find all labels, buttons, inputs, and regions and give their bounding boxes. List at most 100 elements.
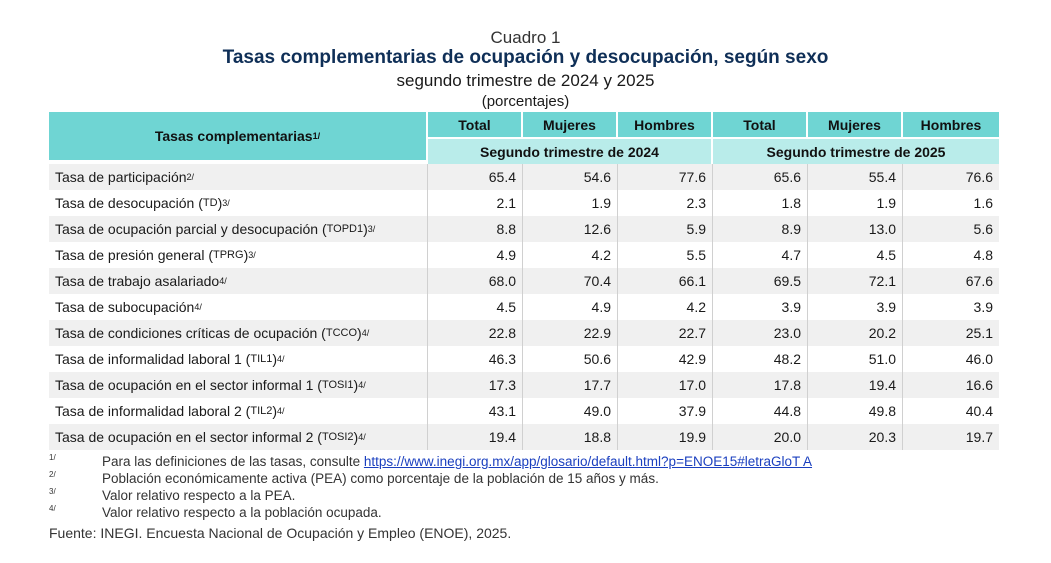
period-header-2025: Segundo trimestre de 2025 [713,139,999,164]
glossary-link[interactable]: https://www.inegi.org.mx/app/glosario/de… [363,454,813,469]
source-note: Fuente: INEGI. Encuesta Nacional de Ocup… [49,525,512,541]
value-cell: 4.2 [523,242,618,268]
col-header-hombres-2025: Hombres [903,112,999,137]
footnote-text: Población económicamente activa (PEA) co… [102,471,659,486]
row-label-abbr: TOSI2 [321,431,354,443]
value-cell: 17.3 [428,372,523,398]
footnote-text-wrap: Para las definiciones de las tasas, cons… [102,453,812,470]
table-row: Tasa de ocupación en el sector informal … [49,424,999,450]
row-label: Tasa de informalidad laboral 2 (TIL2) 4/ [49,398,428,424]
row-label-abbr: TOSI1 [321,379,354,391]
value-cell: 5.5 [618,242,713,268]
value-cell: 4.5 [428,294,523,320]
value-cell: 16.6 [965,377,993,393]
value-cell: 66.1 [618,268,713,294]
value-cell: 4.2 [618,294,713,320]
col-header-mujeres-2024: Mujeres [523,112,618,137]
value-cell: 2.1 [428,190,523,216]
value-cell: 5.6 [973,221,993,237]
value-cell: 18.8 [523,424,618,450]
value-cell: 46.0 [965,351,993,367]
value-cell: 4.9 [428,242,523,268]
value-cell: 4.7 [713,242,808,268]
row-label-text: Tasa de presión general [55,247,205,263]
value-cell: 17.8 [713,372,808,398]
value-cell: 3.9 [713,294,808,320]
row-label: Tasa de desocupación (TD) 3/ [49,190,428,216]
row-label: Tasa de trabajo asalariado 4/ [49,268,428,294]
table-title: Tasas complementarias de ocupación y des… [222,47,829,68]
table-row: Tasa de trabajo asalariado 4/68.0 70.4 66.1… [49,268,999,294]
row-label-abbr: TIL2 [250,405,273,417]
footnote-ref: 4/ [49,504,56,513]
value-cell: 5.9 [618,216,713,242]
value-cell: 55.4 [808,164,903,190]
value-cell: 20.2 [808,320,903,346]
period-header-row: Segundo trimestre de 2024 Segundo trimes… [428,139,999,164]
value-cell: 25.1 [965,325,993,341]
value-cell: 19.9 [618,424,713,450]
value-cell: 17.7 [523,372,618,398]
value-cell: 19.4 [428,424,523,450]
value-cell: 51.0 [808,346,903,372]
value-cell: 77.6 [618,164,713,190]
table-row: Tasa de ocupación en el sector informal … [49,372,999,398]
row-label: Tasa de ocupación en el sector informal … [49,372,428,398]
value-cell: 4.5 [808,242,903,268]
value-cell: 3.9 [808,294,903,320]
table-number: Cuadro 1 [490,28,561,47]
value-cell: 1.8 [713,190,808,216]
value-cell: 1.6 [973,195,993,211]
value-cell: 12.6 [523,216,618,242]
row-label: Tasa de subocupación 4/ [49,294,428,320]
table-row: Tasa de participación 2/65.4 54.6 77.6 65.6 5… [49,164,999,190]
value-cell: 72.1 [808,268,903,294]
row-label-abbr: TPRG [213,249,244,261]
value-cell: 76.6 [965,169,993,185]
value-cell: 4.8 [973,247,993,263]
row-label-text: Tasa de condiciones críticas de ocupació… [55,325,318,341]
row-label-abbr: TOPD1 [326,223,364,235]
table-row: Tasa de informalidad laboral 1 (TIL1) 4/4… [49,346,999,372]
footnote-ref: 2/ [49,470,56,479]
row-label-abbr: TCCO [325,327,358,339]
column-header-row: Total Mujeres Hombres Total Mujeres Homb… [428,112,999,139]
table-unit: (porcentajes) [481,93,570,110]
value-cell: 1.9 [808,190,903,216]
value-cell: 19.4 [808,372,903,398]
value-cell: 17.0 [618,372,713,398]
footnote-text-wrap: Valor relativo respecto a la población o… [102,504,382,521]
value-cell: 37.9 [618,398,713,424]
value-cell: 65.6 [713,164,808,190]
value-cell: 70.4 [523,268,618,294]
value-cell: 67.6 [965,273,993,289]
row-label-text: Tasa de ocupación en el sector informal … [55,429,314,445]
value-cell: 20.3 [808,424,903,450]
value-cell: 69.5 [713,268,808,294]
value-cell: 50.6 [523,346,618,372]
row-label-text: Tasa de participación [55,169,187,185]
row-label-text: Tasa de informalidad laboral 2 [55,403,242,419]
label-column-header-text: Tasas complementarias [154,128,313,144]
row-label-text: Tasa de ocupación en el sector informal … [55,377,314,393]
row-label-abbr: TD [202,197,218,209]
col-header-total-2024: Total [428,112,523,137]
value-cell: 68.0 [428,268,523,294]
value-cell: 4.9 [523,294,618,320]
value-cell: 49.0 [523,398,618,424]
col-header-mujeres-2025: Mujeres [808,112,903,137]
value-cell: 65.4 [428,164,523,190]
row-label-text: Tasa de ocupación parcial y desocupación [55,221,319,237]
value-cell: 22.7 [618,320,713,346]
value-cell: 1.9 [523,190,618,216]
row-label-text: Tasa de subocupación [55,299,195,315]
col-header-total-2025: Total [713,112,808,137]
footnote-ref: 3/ [49,487,56,496]
value-cell: 46.3 [428,346,523,372]
footnote-text-wrap: Valor relativo respecto a la PEA. [102,487,295,504]
row-label: Tasa de condiciones críticas de ocupació… [49,320,428,346]
value-cell: 43.1 [428,398,523,424]
col-header-hombres-2024: Hombres [618,112,713,137]
value-cell: 3.9 [973,299,993,315]
value-cell: 40.4 [965,403,993,419]
